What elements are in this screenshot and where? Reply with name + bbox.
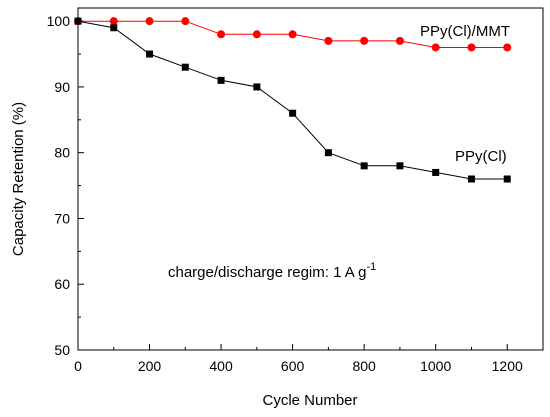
y-axis-label: Capacity Retention (%) <box>10 102 27 256</box>
y-tick-label-70: 70 <box>54 210 70 226</box>
series-label-ppycl: PPy(Cl) <box>455 148 507 165</box>
series-labels: PPy(Cl)/MMT PPy(Cl) <box>420 23 510 165</box>
x-tick-label-600: 600 <box>281 358 305 374</box>
x-tick-label-800: 800 <box>352 358 376 374</box>
x-tick-label-400: 400 <box>209 358 233 374</box>
annotation-text: charge/discharge regim: 1 A g-1 <box>168 261 376 281</box>
y-tick-label-100: 100 <box>47 13 71 29</box>
annotation-superscript: -1 <box>366 261 376 273</box>
series-0-point-11 <box>467 43 476 52</box>
x-tick-label-200: 200 <box>138 358 162 374</box>
y-tick-label-50: 50 <box>54 342 70 358</box>
series-1-point-9 <box>396 162 404 170</box>
x-axis-ticks: 0 200 400 600 800 1000 1200 <box>74 344 523 374</box>
series-1-point-0 <box>74 17 82 25</box>
x-tick-label-1000: 1000 <box>420 358 451 374</box>
series-1-point-7 <box>324 149 332 157</box>
series-1-point-6 <box>289 109 297 117</box>
x-axis-label: Cycle Number <box>262 392 357 409</box>
series-1-point-11 <box>467 175 475 183</box>
y-tick-label-60: 60 <box>54 276 70 292</box>
series-0-point-9 <box>395 36 404 45</box>
series-label-ppycl-mmt: PPy(Cl)/MMT <box>420 23 510 40</box>
series-0-point-8 <box>360 36 369 45</box>
series-0-point-6 <box>288 30 297 39</box>
series-0-point-4 <box>217 30 226 39</box>
series-1-point-5 <box>253 83 261 91</box>
series-0-point-2 <box>145 17 154 26</box>
series-0-point-10 <box>431 43 440 52</box>
series-1-point-8 <box>360 162 368 170</box>
annotation-main: charge/discharge regim: 1 A g <box>168 264 366 281</box>
series-1-point-2 <box>146 50 154 58</box>
series-1-point-1 <box>110 24 118 32</box>
series-0-point-1 <box>109 17 118 26</box>
y-axis-ticks: 50 60 70 80 90 100 <box>47 13 84 358</box>
series-0-point-7 <box>324 36 333 45</box>
series-0-point-3 <box>181 17 190 26</box>
series-0-point-12 <box>503 43 512 52</box>
y-tick-label-90: 90 <box>54 79 70 95</box>
series-layer <box>74 17 512 183</box>
y-tick-label-80: 80 <box>54 145 70 161</box>
x-tick-label-0: 0 <box>74 358 82 374</box>
series-1-point-10 <box>432 168 440 176</box>
series-1-point-4 <box>217 76 225 84</box>
x-tick-label-1200: 1200 <box>492 358 523 374</box>
series-1-point-3 <box>181 63 189 71</box>
series-0-point-5 <box>252 30 261 39</box>
plot-area <box>77 7 544 351</box>
series-1-point-12 <box>503 175 511 183</box>
